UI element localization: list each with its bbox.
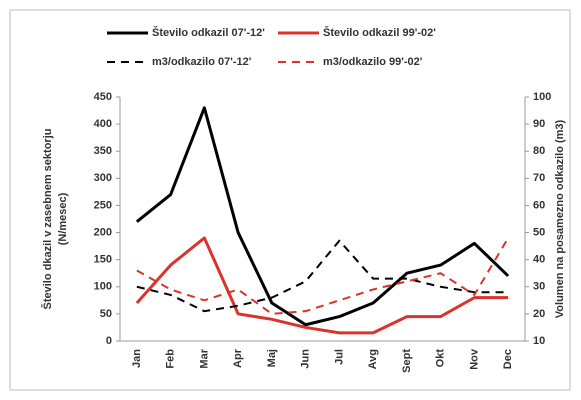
x-tick-label: Sept	[401, 349, 413, 373]
x-tick-label: Okt	[435, 349, 447, 368]
y2-tick-label: 10	[533, 335, 545, 347]
y-tick-label: 250	[94, 199, 112, 211]
x-tick-label: Maj	[266, 349, 278, 367]
y2-tick-label: 70	[533, 172, 545, 184]
line-series	[136, 239, 509, 313]
y2-tick-label: 90	[533, 118, 545, 130]
legend-label: m3/odkazilo 99'-02'	[323, 56, 423, 68]
y-axis-label: Število dkazil v zasebnem sektorju	[41, 129, 54, 310]
y-tick-label: 150	[94, 254, 112, 266]
x-tick-label: Avg	[367, 349, 379, 369]
y-tick-label: 50	[100, 308, 112, 320]
y-tick-label: 450	[94, 91, 112, 103]
y-tick-label: 300	[94, 172, 112, 184]
y2-tick-label: 100	[533, 91, 551, 103]
y2-tick-label: 80	[533, 145, 545, 157]
y-tick-label: 400	[94, 118, 112, 130]
y-tick-label: 350	[94, 145, 112, 157]
y2-tick-label: 20	[533, 308, 545, 320]
y2-tick-label: 60	[533, 199, 545, 211]
legend-label: Število odkazil 99'-02'	[323, 26, 436, 39]
y-axis-label: (N/mesec)	[57, 192, 69, 245]
chart-frame	[9, 9, 571, 391]
x-tick-label: Feb	[165, 349, 177, 369]
x-tick-label: Nov	[468, 348, 480, 370]
x-tick-label: Jul	[333, 349, 345, 365]
y2-axis-label: Volumen na posamezno odkazilo (m3)	[554, 119, 566, 318]
y2-tick-label: 50	[533, 226, 545, 238]
y2-tick-label: 30	[533, 281, 545, 293]
line-series	[135, 236, 509, 335]
line-series	[136, 237, 509, 315]
x-tick-label: Mar	[198, 348, 210, 368]
x-tick-label: Jan	[131, 349, 143, 368]
line-series	[135, 106, 510, 327]
legend-label: Število odkazil 07'-12'	[152, 26, 265, 39]
y-tick-label: 0	[106, 335, 112, 347]
y-tick-label: 200	[94, 226, 112, 238]
y2-tick-label: 40	[533, 254, 545, 266]
x-tick-label: Apr	[232, 348, 244, 368]
x-tick-label: Dec	[502, 349, 514, 369]
y-tick-label: 100	[94, 281, 112, 293]
x-tick-label: Jun	[300, 349, 312, 369]
legend-label: m3/odkazilo 07'-12'	[152, 56, 252, 68]
